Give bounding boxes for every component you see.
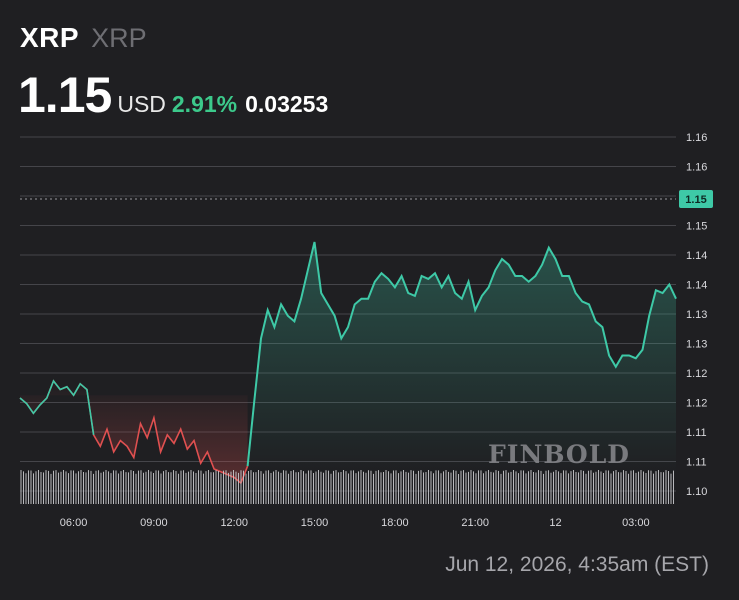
y-tick-label: 1.13 bbox=[686, 339, 707, 351]
current-price-tag-text: 1.15 bbox=[685, 194, 706, 206]
ticker-symbol: XRP bbox=[20, 22, 80, 53]
current-price-tag-box bbox=[679, 190, 713, 208]
price-change-absolute: 0.03253 bbox=[245, 91, 329, 117]
x-tick-label: 18:00 bbox=[381, 517, 409, 529]
y-tick-label: 1.16 bbox=[686, 162, 707, 174]
x-tick-label: 15:00 bbox=[301, 517, 329, 529]
current-price: 1.15 bbox=[18, 67, 112, 123]
price-change-percent: 2.91% bbox=[171, 91, 238, 117]
x-tick-label: 03:00 bbox=[622, 517, 650, 529]
y-tick-label: 1.11 bbox=[686, 457, 707, 469]
volume-bars bbox=[20, 470, 674, 504]
x-tick-label: 12 bbox=[549, 517, 561, 529]
x-axis-labels: 06:00 09:00 12:00 15:00 18:00 21:00 12 03:00 bbox=[60, 517, 650, 529]
y-tick-label: 1.13 bbox=[686, 309, 707, 321]
x-tick-label: 12:00 bbox=[220, 517, 248, 529]
ticker-name: XRP bbox=[91, 23, 147, 53]
current-price-tag: 1.15 bbox=[20, 190, 713, 208]
price-row: 1.15 USD 2.91% 0.03253 bbox=[18, 66, 328, 124]
y-tick-label: 1.16 bbox=[686, 132, 707, 144]
down-area bbox=[20, 381, 248, 484]
up-area bbox=[247, 242, 676, 475]
watermark-logo: FINBOLD bbox=[488, 440, 630, 469]
y-tick-label: 1.12 bbox=[686, 398, 707, 410]
y-tick-label: 1.14 bbox=[686, 280, 707, 292]
x-tick-label: 21:00 bbox=[461, 517, 489, 529]
early-up-segment bbox=[19, 379, 95, 436]
y-tick-label: 1.10 bbox=[686, 486, 707, 498]
price-area bbox=[20, 242, 676, 484]
up-segment bbox=[246, 241, 677, 467]
x-tick-label: 06:00 bbox=[60, 517, 88, 529]
currency-label: USD bbox=[117, 91, 166, 117]
y-tick-label: 1.12 bbox=[686, 368, 707, 380]
x-tick-label: 09:00 bbox=[140, 517, 168, 529]
price-line bbox=[19, 241, 677, 485]
y-tick-label: 1.11 bbox=[686, 427, 707, 439]
y-tick-label: 1.15 bbox=[686, 221, 707, 233]
asset-header: XRP XRP bbox=[20, 22, 147, 54]
y-tick-label: 1.14 bbox=[686, 250, 707, 262]
timestamp: Jun 12, 2026, 4:35am (EST) bbox=[445, 553, 709, 576]
ticker-row: XRP XRP bbox=[20, 22, 147, 54]
y-axis-labels: 1.16 1.16 1.15 1.15 1.14 1.14 1.13 1.13 1.12 1.12… bbox=[686, 132, 707, 498]
